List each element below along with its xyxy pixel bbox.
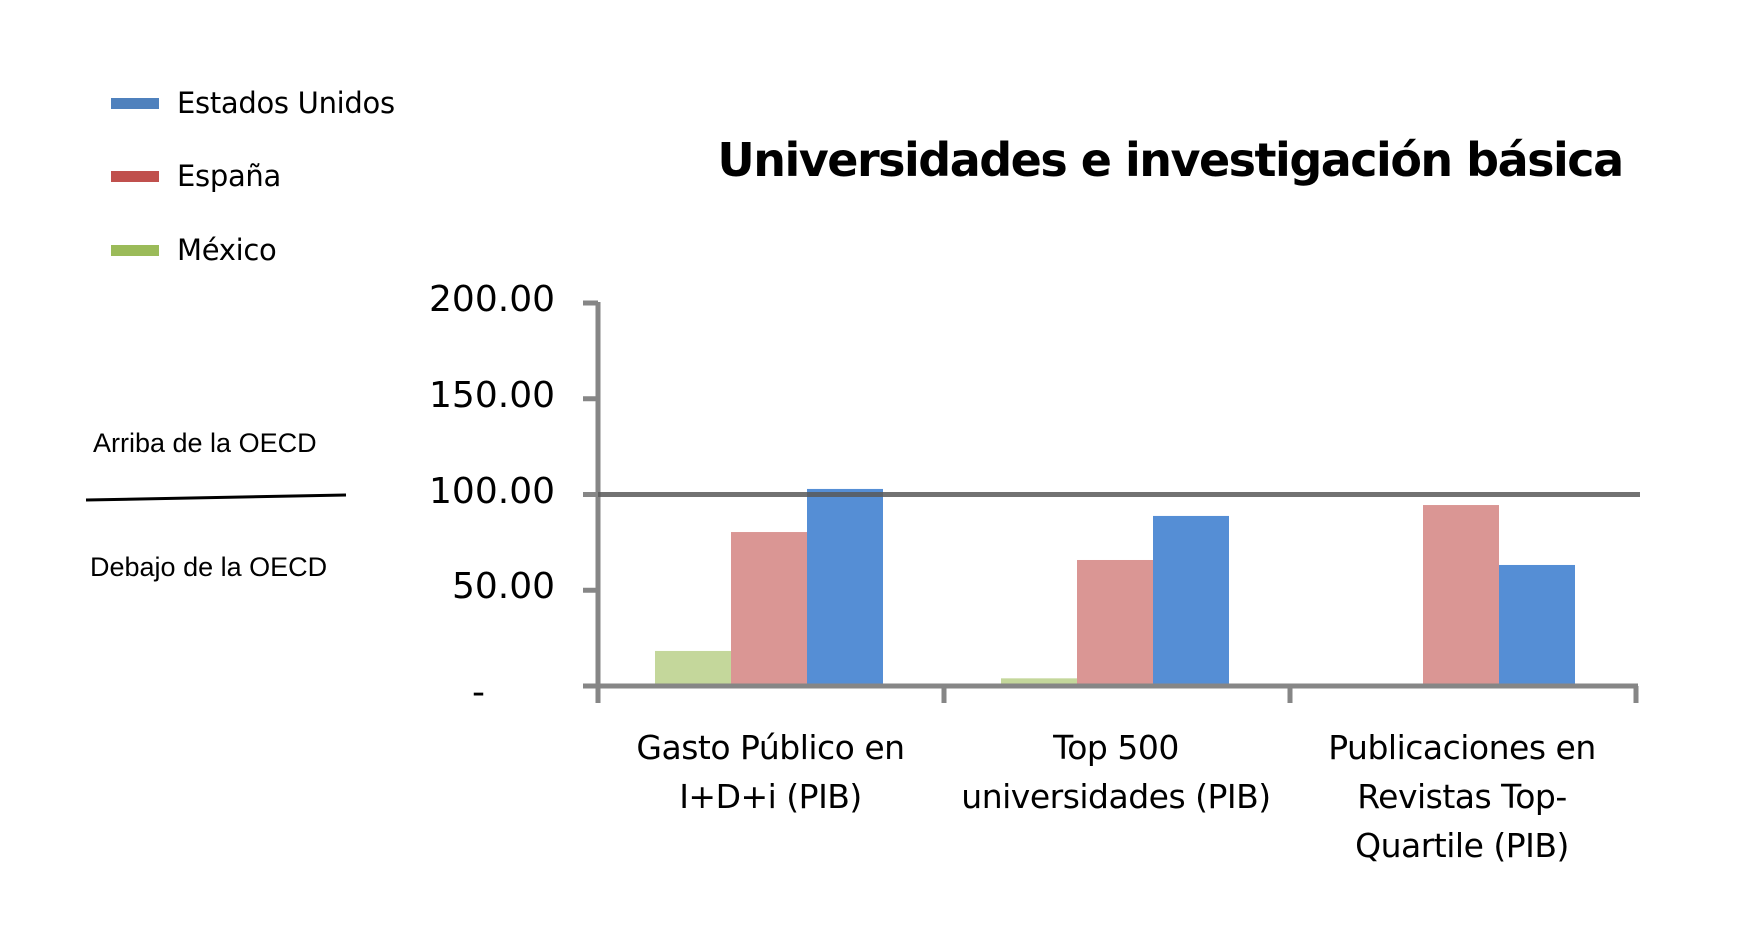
legend-label: Estados Unidos (177, 86, 395, 120)
bar-españa (731, 532, 807, 686)
bar-españa (1077, 559, 1153, 686)
chart-title: Universidades e investigación básica (717, 133, 1624, 187)
bar-españa (1423, 505, 1499, 686)
legend-label: España (177, 159, 281, 193)
oecd-above-label: Arriba de la OECD (93, 428, 317, 458)
bars-group (655, 488, 1575, 686)
y-tick-label: - (472, 672, 485, 713)
legend-item-mexico: México (111, 233, 277, 267)
bar-estados-unidos (1153, 515, 1229, 686)
x-axis-ticks (595, 686, 1639, 703)
legend-swatch-espana (111, 170, 159, 182)
legend-item-espana: España (111, 159, 281, 193)
x-category-label-publicaciones: Publicaciones en Revistas Top- Quartile … (1328, 728, 1596, 865)
bar-méxico (1001, 678, 1077, 686)
y-tick-label: 50.00 (451, 566, 555, 608)
legend-swatch-mexico (111, 244, 159, 256)
y-tick-label: 100.00 (429, 470, 555, 512)
oecd-annotation-line (85, 493, 347, 502)
y-tick-label: 150.00 (429, 374, 555, 416)
bar-estados-unidos (807, 488, 883, 686)
x-category-label-top500: Top 500 universidades (PIB) (961, 728, 1271, 816)
bar-estados-unidos (1499, 564, 1575, 686)
oecd-below-label: Debajo de la OECD (90, 552, 328, 582)
x-category-label-gasto: Gasto Público en I+D+i (PIB) (636, 728, 905, 816)
y-tick-label: 200.00 (429, 279, 555, 320)
legend-swatch-estados-unidos (111, 97, 159, 109)
legend-label: México (177, 233, 277, 267)
legend-item-estados-unidos: Estados Unidos (111, 86, 395, 120)
bar-méxico (655, 650, 731, 686)
